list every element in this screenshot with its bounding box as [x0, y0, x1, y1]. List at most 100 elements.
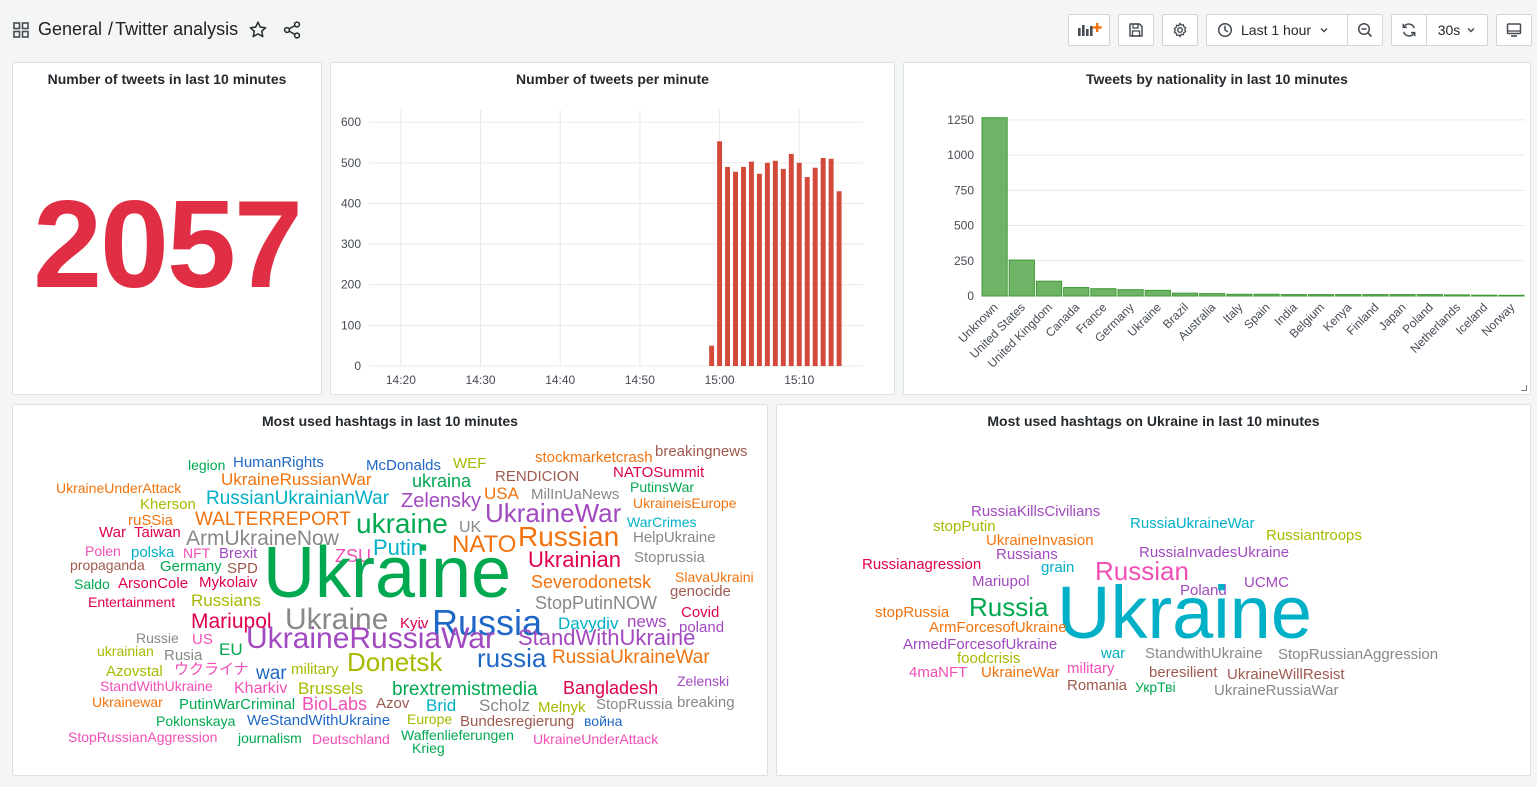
hashtag-word: Germany [160, 558, 222, 575]
y-tick-label: 200 [341, 278, 361, 292]
hashtag-word: Covid [681, 604, 720, 621]
hashtag-word: PutinsWar [630, 479, 695, 495]
hashtag-word: ukraina [412, 471, 472, 491]
x-tick-label: Spain [1241, 300, 1273, 332]
panel-title[interactable]: Most used hashtags in last 10 minutes [262, 413, 518, 429]
refresh-button[interactable] [1391, 14, 1427, 46]
hashtag-word: US [192, 631, 213, 648]
hashtag-word: WeStandWithUkraine [247, 712, 391, 729]
star-icon[interactable] [248, 20, 268, 40]
tv-mode-button[interactable] [1496, 14, 1532, 46]
y-tick-label: 600 [341, 115, 361, 129]
y-tick-label: 300 [341, 237, 361, 251]
hashtag-word: Bundesregierung [460, 713, 575, 730]
tweets-bar [717, 141, 723, 366]
hashtag-word: ArmUkraineNow [186, 527, 339, 550]
tweets-bar [772, 160, 778, 366]
hashtag-word: Zelenski [677, 673, 730, 689]
tweets-bar [748, 161, 754, 366]
y-tick-label: 400 [341, 196, 361, 210]
panel-title[interactable]: Number of tweets in last 10 minutes [47, 71, 287, 87]
dashboard-settings-button[interactable] [1162, 14, 1198, 46]
hashtag-word: Saldo [74, 576, 110, 592]
y-tick-label: 500 [954, 219, 974, 233]
hashtag-word: military [291, 661, 339, 678]
hashtag-word: Russie [136, 630, 179, 646]
hashtag-word: Ukraine [263, 533, 512, 613]
hashtag-word: StopPutinNOW [535, 593, 658, 613]
hashtag-word: propaganda [70, 557, 145, 573]
nationality-bar [1117, 289, 1144, 297]
hashtag-word: Stoprussia [634, 549, 705, 566]
breadcrumb-separator: / [108, 19, 114, 39]
nationality-bar [1171, 292, 1199, 297]
hashtag-word: Mykolaiv [199, 574, 258, 591]
x-tick-label: 15:00 [705, 373, 735, 387]
hashtag-word: ウクライナ [174, 661, 249, 678]
breadcrumb-folder[interactable]: General [38, 19, 103, 39]
hashtag-word: Brid [426, 696, 457, 715]
ukraine-hashtag-word-cloud: RussiaKillsCivilians stopPutin RussiaUkrai… [777, 405, 1530, 775]
breadcrumb-dashboard[interactable]: Twitter analysis [115, 19, 239, 39]
zoom-out-button[interactable] [1347, 14, 1383, 46]
nationality-bar [1090, 288, 1117, 297]
panel-title[interactable]: Tweets by nationality in last 10 minutes [1086, 71, 1348, 87]
y-tick-label: 750 [954, 183, 974, 197]
panel-most-used-hashtags[interactable]: legion HumanRights McDonalds WEF stockmarket… [12, 404, 768, 776]
hashtag-word: Kherson [140, 496, 196, 513]
hashtag-word: NATOSummit [613, 464, 705, 481]
hashtag-word: Russia [969, 592, 1049, 622]
share-icon[interactable] [282, 20, 302, 40]
dashboards-grid-icon[interactable] [13, 22, 29, 38]
hashtag-word: StandWithUkraine [518, 625, 696, 650]
hashtag-word: Russianagression [862, 556, 982, 573]
hashtag-word: EU [219, 640, 243, 659]
tweets-bar [725, 166, 731, 366]
y-tick-label: 1000 [947, 148, 974, 162]
hashtag-word: Russians [996, 546, 1058, 563]
hashtag-word: Scholz [479, 696, 531, 715]
hashtag-word: SPD [227, 560, 258, 577]
tweets-bar [709, 345, 715, 366]
hashtag-word: Melnyk [538, 699, 586, 716]
save-dashboard-button[interactable] [1118, 14, 1154, 46]
hashtag-word: UkraineWillResist [1227, 666, 1345, 683]
refresh-interval-picker[interactable]: 30s [1426, 14, 1488, 46]
add-panel-button[interactable] [1068, 14, 1110, 46]
panel-tweets-by-nationality[interactable]: Tweets by nationality in last 10 minutes… [903, 62, 1531, 395]
nationality-bar [1253, 293, 1280, 297]
y-tick-label: 0 [354, 359, 361, 373]
panel-title[interactable]: Most used hashtags on Ukraine in last 10… [987, 413, 1320, 429]
panel-title[interactable]: Number of tweets per minute [516, 71, 709, 87]
hashtag-word: ArmedForcesofUkraine [903, 636, 1058, 653]
hashtag-word: StopRussianAggression [68, 729, 218, 745]
tweets-bar [788, 153, 794, 366]
hashtag-word: Russian [1095, 556, 1189, 586]
y-tick-label: 250 [954, 254, 974, 268]
y-tick-label: 100 [341, 318, 361, 332]
tweets-bar [756, 173, 762, 366]
y-tick-label: 500 [341, 156, 361, 170]
hashtag-word: USA [484, 484, 519, 503]
panel-ukraine-hashtags[interactable]: RussiaKillsCivilians stopPutin RussiaUkrai… [776, 404, 1531, 776]
nationality-bar [1226, 293, 1253, 297]
x-tick-label: 14:30 [466, 373, 496, 387]
hashtag-word: UkraineUnderAttack [56, 480, 182, 496]
hashtag-word: UkraineWar [485, 498, 622, 528]
panel-tweets-last-10-minutes[interactable]: Number of tweets in last 10 minutes 2057 [12, 62, 322, 395]
tweets-bar [764, 162, 770, 366]
panel-tweets-per-minute[interactable]: Number of tweets per minute 0 100 200 300 40… [330, 62, 895, 395]
panel-resize-handle[interactable] [1521, 385, 1527, 391]
hashtag-word: ukrainian [97, 643, 154, 659]
dashboard-toolbar: General / Twitter analysis [0, 0, 1537, 62]
hashtag-word: Ukraine [1057, 571, 1312, 654]
time-range-picker[interactable]: Last 1 hour [1206, 14, 1348, 46]
hashtag-word: Donetsk [347, 647, 443, 677]
x-tick-label: 14:20 [386, 373, 416, 387]
hashtag-word: UkraineRussiaWar [246, 622, 495, 655]
hashtag-word: war [1101, 645, 1126, 662]
hashtag-word: Rusia [164, 647, 203, 664]
hashtag-word: Ukrainian [528, 547, 621, 572]
hashtag-word: Europe [407, 711, 453, 727]
hashtag-word: RussiaKillsCivilians [971, 503, 1101, 520]
